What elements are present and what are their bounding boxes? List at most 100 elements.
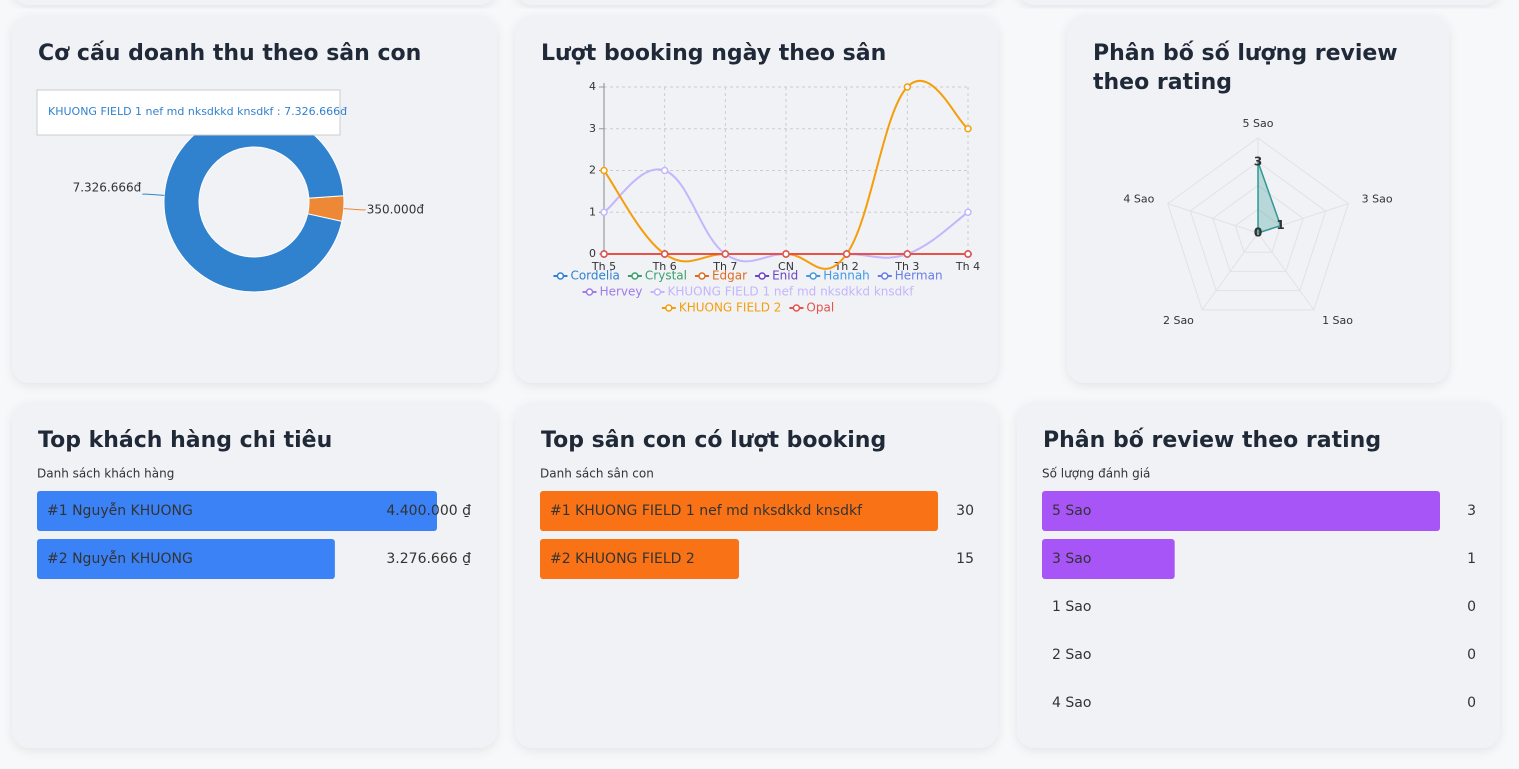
- legend-swatch: [881, 272, 889, 280]
- bar: [540, 491, 938, 531]
- card: [515, 15, 998, 383]
- bar-label: 1 Sao: [1052, 599, 1091, 615]
- bar-label: 3 Sao: [1052, 551, 1091, 567]
- y-tick-label: 0: [589, 247, 596, 260]
- legend-label: Cordelia: [570, 269, 619, 283]
- radar-area: [1257, 161, 1282, 235]
- x-tick-label: Th 4: [955, 260, 980, 273]
- axis-label: 2 Sao: [1163, 314, 1194, 327]
- y-tick-label: 4: [589, 80, 596, 93]
- bar-label: 4 Sao: [1052, 695, 1091, 711]
- panel-title: Cơ cấu doanh thu theo sân con: [38, 41, 422, 66]
- legend-swatch: [809, 272, 817, 280]
- subtitle: Danh sách sân con: [540, 467, 654, 481]
- line-point: [660, 166, 669, 175]
- legend-label: Edgar: [712, 269, 747, 283]
- bar: [37, 539, 335, 579]
- legend-item: Edgar: [694, 269, 747, 283]
- line-point: [842, 250, 851, 258]
- legend-swatch: [585, 288, 594, 296]
- tooltip-box: [36, 89, 341, 136]
- legend-item: Opal: [789, 301, 834, 315]
- value-label: 0: [1254, 226, 1262, 240]
- axis-label: 3 Sao: [1362, 192, 1393, 205]
- value-label: 1: [1276, 218, 1284, 232]
- grid-ring: [1212, 184, 1304, 272]
- bar: [1042, 491, 1440, 531]
- panel-title: Phân bố số lượng review theo rating: [1093, 41, 1398, 95]
- legend-item: Enid: [755, 269, 798, 283]
- bar-value: 30: [956, 503, 974, 519]
- bar-label: #1 Nguyễn KHUONG: [47, 502, 193, 519]
- legend-label: Enid: [772, 269, 798, 283]
- panel-title: Top khách hàng chi tiêu: [38, 428, 333, 453]
- bar-value: 0: [1467, 695, 1476, 711]
- value-label: 0: [1254, 226, 1262, 240]
- legend-item: Hannah: [806, 269, 870, 283]
- legend-item: Crystal: [627, 269, 687, 283]
- legend-swatch: [792, 304, 801, 312]
- legend-label: Herman: [895, 269, 943, 283]
- line-point: [964, 250, 972, 258]
- legend-label: Hannah: [823, 269, 870, 283]
- x-tick-label: Th 5: [591, 260, 616, 273]
- legend-swatch: [556, 272, 565, 280]
- y-tick-label: 2: [589, 164, 596, 177]
- bar-value: 15: [956, 551, 974, 567]
- line-point: [903, 83, 912, 91]
- panel-title: Lượt booking ngày theo sân: [541, 41, 887, 66]
- bar-value: 0: [1467, 647, 1476, 663]
- panel-title: Top sân con có lượt booking: [541, 428, 887, 453]
- card: [515, 402, 998, 748]
- grid-ring: [1189, 161, 1327, 292]
- legend-item: Hervey: [582, 285, 643, 299]
- legend-swatch: [631, 272, 639, 280]
- subtitle: Số lượng đánh giá: [1042, 467, 1150, 481]
- x-tick-label: Th 6: [652, 260, 677, 273]
- grid-ring: [1167, 137, 1349, 311]
- legend-label: Crystal: [645, 269, 687, 283]
- legend-item: KHUONG FIELD 2: [661, 301, 782, 315]
- card: [12, 15, 497, 383]
- value-label: 3: [1254, 154, 1262, 168]
- legend-swatch: [665, 304, 673, 312]
- tooltip-text: KHUONG FIELD 1 nef md nksdkkd knsdkf : 7…: [48, 105, 347, 118]
- card: [17, 0, 492, 5]
- line-point: [600, 250, 608, 258]
- label-line: [343, 208, 366, 211]
- legend-swatch: [653, 288, 662, 296]
- spoke: [1201, 232, 1259, 311]
- bar-label: 5 Sao: [1052, 503, 1091, 519]
- card: [1022, 0, 1495, 5]
- line-point: [660, 250, 669, 258]
- grid-ring: [1234, 208, 1282, 253]
- bar-label: 2 Sao: [1052, 647, 1091, 663]
- x-tick-label: CN: [778, 260, 794, 273]
- legend-label: Hervey: [600, 285, 643, 299]
- axis-label: 4 Sao: [1123, 192, 1154, 205]
- subtitle: Danh sách khách hàng: [37, 467, 174, 481]
- y-tick-label: 1: [589, 205, 596, 218]
- panel-title: Phân bố review theo rating: [1043, 428, 1382, 453]
- pie-slice: [163, 111, 345, 293]
- x-tick-label: Th 3: [894, 260, 919, 273]
- bar-value: 3.276.666 ₫: [386, 551, 471, 567]
- card: [520, 0, 993, 5]
- axis-label: 1 Sao: [1322, 314, 1353, 327]
- legend-item: Herman: [877, 269, 943, 283]
- legend-label: KHUONG FIELD 2: [679, 301, 782, 315]
- card: [1017, 402, 1500, 748]
- bar-label: #2 Nguyễn KHUONG: [47, 550, 193, 567]
- bar-value: 1: [1467, 551, 1476, 567]
- line-point: [721, 250, 730, 258]
- line-point: [903, 250, 912, 258]
- legend-label: Opal: [806, 301, 834, 315]
- spoke: [1257, 232, 1315, 311]
- line-point: [600, 208, 608, 216]
- line-point: [600, 166, 608, 175]
- bar: [1042, 539, 1175, 579]
- line-point: [782, 250, 790, 258]
- legend-label: KHUONG FIELD 1 nef md nksdkkd knsdkf: [668, 285, 915, 299]
- legend-item: Cordelia: [553, 269, 620, 283]
